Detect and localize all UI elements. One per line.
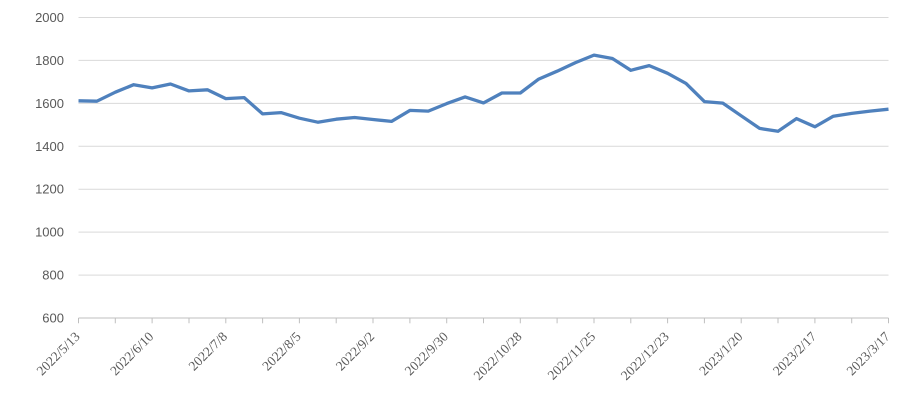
- svg-text:1200: 1200: [35, 182, 64, 197]
- svg-text:1600: 1600: [35, 96, 64, 111]
- svg-text:1000: 1000: [35, 225, 64, 240]
- svg-text:2000: 2000: [35, 10, 64, 25]
- svg-text:600: 600: [42, 311, 64, 326]
- svg-text:1400: 1400: [35, 139, 64, 154]
- svg-text:800: 800: [42, 268, 64, 283]
- svg-text:1800: 1800: [35, 53, 64, 68]
